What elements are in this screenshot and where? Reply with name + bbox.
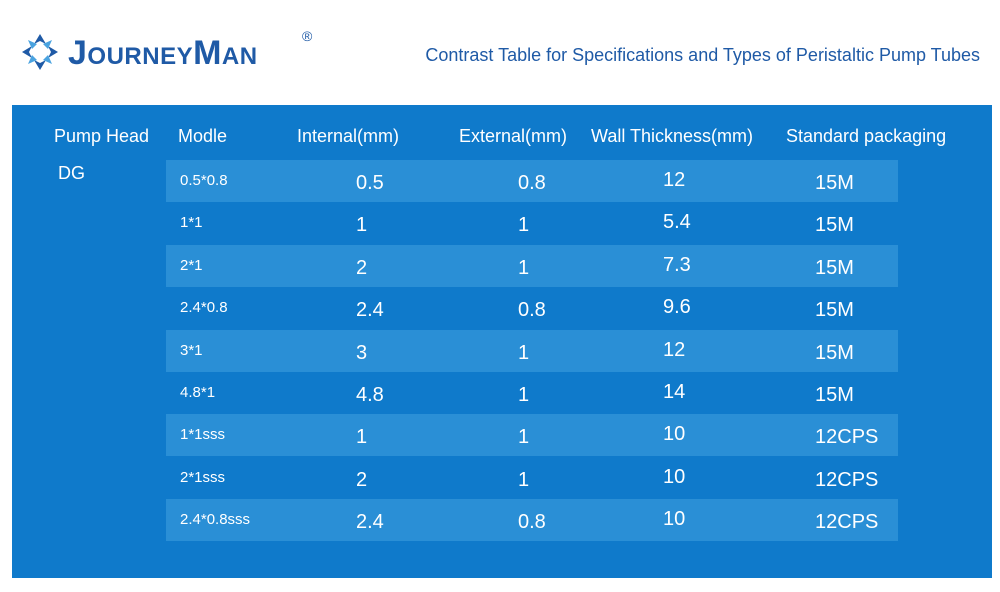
- cell-model: 1*1sss: [180, 426, 226, 444]
- cell-packaging: 12CPS: [815, 511, 879, 534]
- cell-external: 0.8: [518, 172, 546, 194]
- page-title: Contrast Table for Specifications and Ty…: [425, 45, 980, 65]
- cell-internal: 2.4: [356, 511, 384, 534]
- cell-model: 4.8*1: [180, 383, 216, 401]
- cell-internal: 4.8: [356, 383, 384, 406]
- table-row: 3*1 3 1 12 15M: [166, 329, 898, 372]
- table-row: 1*1sss 1 1 10 12CPS: [166, 414, 898, 457]
- header-internal: Internal(mm): [297, 126, 400, 146]
- cell-wall: 7.3: [663, 253, 691, 276]
- header-model: Modle: [178, 126, 228, 146]
- cell-packaging: 15M: [815, 383, 854, 406]
- cell-wall: 12: [663, 338, 686, 361]
- page-header: JourneyMan ® Contrast Table for Specific…: [0, 0, 1000, 105]
- cell-packaging: 12CPS: [815, 426, 879, 449]
- cell-model: 1*1: [180, 214, 203, 232]
- header-standard-packaging: Standard packaging: [786, 126, 947, 146]
- cell-internal: 0.5: [356, 172, 384, 194]
- cell-wall: 10: [663, 465, 686, 488]
- cell-packaging: 15M: [815, 172, 854, 194]
- cell-external: 1: [518, 256, 530, 279]
- cell-wall: 5.4: [663, 211, 691, 234]
- cell-wall: 10: [663, 508, 686, 531]
- table-row: 0.5*0.8 0.5 0.8 12 15M: [166, 160, 898, 202]
- cell-model: 3*1: [180, 341, 203, 359]
- cell-model: 2*1sss: [180, 468, 226, 486]
- cell-external: 1: [518, 426, 530, 449]
- cell-internal: 2.4: [356, 299, 384, 322]
- brand-name: JourneyMan: [68, 34, 258, 72]
- cell-external: 0.8: [518, 511, 546, 534]
- header-wall-thickness: Wall Thickness(mm): [591, 126, 754, 146]
- cell-internal: 2: [356, 256, 368, 279]
- cell-model: 2.4*0.8sss: [180, 511, 251, 529]
- cell-external: 1: [518, 214, 530, 237]
- cell-internal: 1: [356, 214, 368, 237]
- cell-internal: 2: [356, 468, 368, 491]
- table-row: 4.8*1 4.8 1 14 15M: [166, 371, 898, 414]
- cell-packaging: 15M: [815, 214, 854, 237]
- cell-wall: 9.6: [663, 296, 691, 319]
- header-external: External(mm): [459, 126, 568, 146]
- cell-external: 1: [518, 341, 530, 364]
- cell-model: 0.5*0.8: [180, 172, 228, 189]
- table-row: 1*1 1 1 5.4 15M: [166, 202, 898, 245]
- table-row: 2.4*0.8 2.4 0.8 9.6 15M: [166, 287, 898, 330]
- cell-packaging: 15M: [815, 256, 854, 279]
- cell-internal: 3: [356, 341, 368, 364]
- journeyman-logo-icon: [22, 34, 58, 70]
- cell-wall: 10: [663, 423, 686, 446]
- cell-external: 1: [518, 468, 530, 491]
- table-row: 2*1sss 2 1 10 12CPS: [166, 456, 898, 499]
- header-pump-head: Pump Head: [54, 126, 150, 146]
- registered-mark: ®: [302, 28, 313, 44]
- cell-wall: 12: [663, 169, 686, 191]
- table-body: 0.5*0.8 0.5 0.8 12 15M 1*1 1 1 5.4 15M 2…: [166, 160, 898, 542]
- table-row: 2.4*0.8sss 2.4 0.8 10 12CPS: [166, 499, 898, 542]
- cell-external: 1: [518, 383, 530, 406]
- cell-model: 2*1: [180, 256, 203, 274]
- cell-internal: 1: [356, 426, 368, 449]
- cell-external: 0.8: [518, 299, 546, 322]
- cell-model: 2.4*0.8: [180, 299, 228, 317]
- cell-packaging: 15M: [815, 341, 854, 364]
- cell-wall: 14: [663, 380, 686, 403]
- cell-packaging: 15M: [815, 299, 854, 322]
- cell-packaging: 12CPS: [815, 468, 879, 491]
- table-row: 2*1 2 1 7.3 15M: [166, 244, 898, 287]
- pump-head-value: DG: [58, 163, 85, 183]
